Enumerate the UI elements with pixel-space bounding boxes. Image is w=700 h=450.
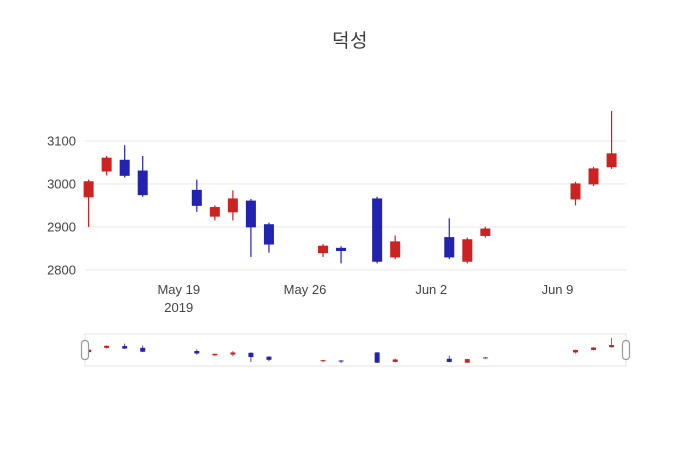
x-tick-label: Jun 2 (415, 282, 447, 297)
range-slider-candle (194, 349, 200, 355)
range-slider-candle (464, 358, 470, 363)
candle[interactable] (480, 226, 491, 238)
candle[interactable] (444, 218, 455, 260)
x-tick-label: May 19 (157, 282, 200, 297)
candle-body (137, 170, 148, 196)
candle-body (318, 245, 329, 254)
candle[interactable] (101, 155, 112, 176)
candle-body (83, 181, 94, 198)
candle[interactable] (191, 179, 202, 212)
x-tick-year-label: 2019 (164, 300, 193, 315)
range-slider-candle (248, 352, 254, 362)
candle-body (588, 168, 599, 185)
candle-body (606, 153, 617, 168)
candle[interactable] (570, 181, 581, 206)
candle[interactable] (263, 222, 274, 253)
candle[interactable] (588, 166, 599, 187)
range-slider-right-handle[interactable] (621, 339, 631, 361)
candle[interactable] (209, 205, 220, 221)
range-slider-candle (338, 360, 344, 363)
candle-body (209, 207, 220, 217)
range-slider-candle (104, 345, 110, 349)
candle[interactable] (137, 155, 148, 197)
range-slider-candle (591, 347, 597, 351)
range-slider-candle (482, 357, 488, 359)
y-tick-label: 2900 (47, 219, 76, 234)
x-tick-label: Jun 9 (542, 282, 574, 297)
candle-body (101, 157, 112, 172)
range-slider-track[interactable] (84, 333, 627, 367)
candle-body (570, 183, 581, 200)
candle[interactable] (245, 198, 256, 257)
range-slider-candle (392, 358, 398, 363)
range-slider-candle (573, 349, 579, 354)
candle[interactable] (390, 235, 401, 260)
candle-body (336, 247, 347, 251)
candle[interactable] (83, 179, 94, 227)
range-slider-candle (212, 353, 218, 356)
chart-title: 덕성 (332, 31, 368, 52)
range-slider-candle (320, 359, 326, 362)
range-slider-left-handle[interactable] (80, 339, 90, 361)
candle-body (119, 159, 130, 176)
candle[interactable] (119, 145, 130, 178)
range-slider-candle (122, 343, 128, 349)
range-slider-candle (609, 338, 615, 348)
range-slider-candle (266, 356, 272, 362)
candle-body (372, 198, 383, 262)
candle-body (245, 200, 256, 228)
candle[interactable] (227, 190, 238, 221)
range-slider-candle (230, 351, 236, 356)
y-tick-label: 3000 (47, 176, 76, 191)
candle-body (227, 198, 238, 213)
candle[interactable] (336, 246, 347, 264)
candle-body (390, 241, 401, 258)
candle[interactable] (372, 196, 383, 264)
range-slider-candle (446, 355, 452, 363)
candle-body (263, 224, 274, 245)
y-tick-label: 3100 (47, 133, 76, 148)
y-tick-label: 2800 (47, 262, 76, 277)
candle[interactable] (318, 244, 329, 257)
candle-body (462, 239, 473, 262)
candle-body (444, 237, 455, 258)
candle-body (480, 228, 491, 236)
candle-body (191, 189, 202, 206)
candle[interactable] (462, 237, 473, 264)
x-tick-label: May 26 (284, 282, 327, 297)
range-slider-candle (140, 345, 146, 353)
range-slider-candle (374, 352, 380, 363)
candle[interactable] (606, 110, 617, 169)
